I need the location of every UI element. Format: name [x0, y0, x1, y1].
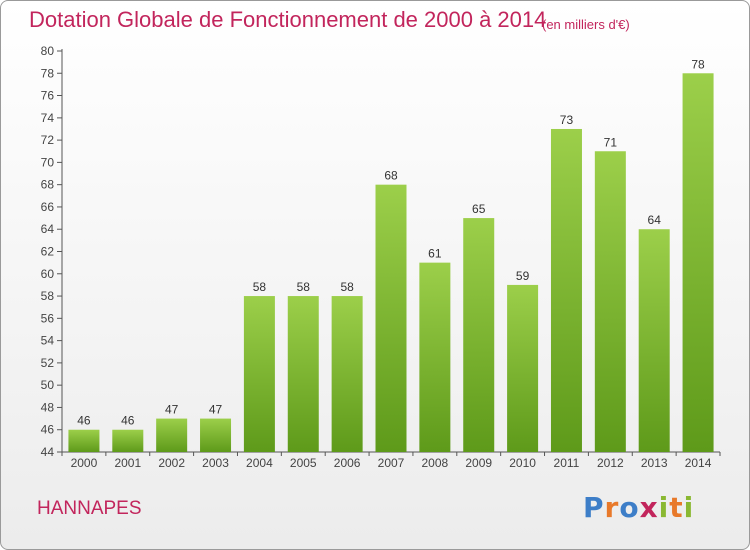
y-tick-label: 64: [41, 222, 55, 236]
bar-2011: [550, 128, 582, 452]
x-tick-label-2013: 2013: [641, 456, 668, 470]
bar-2009: [463, 218, 495, 452]
bar-2004: [243, 296, 275, 452]
chart-title: Dotation Globale de Fonctionnement de 20…: [29, 7, 547, 32]
y-tick-label: 56: [41, 311, 55, 325]
data-label-2008: 61: [428, 247, 442, 261]
data-label-2004: 58: [253, 280, 267, 294]
x-tick-label-2011: 2011: [554, 456, 580, 470]
y-tick-label: 46: [41, 423, 55, 437]
y-tick-label: 52: [41, 356, 55, 370]
bar-2001: [112, 429, 144, 452]
logo-letter: P: [583, 491, 605, 524]
logo-letter: o: [619, 491, 640, 524]
x-tick-label-2000: 2000: [71, 456, 98, 470]
x-tick-label-2008: 2008: [422, 456, 449, 470]
x-tick-label-2005: 2005: [290, 456, 317, 470]
y-tick-label: 58: [41, 289, 55, 303]
data-label-2012: 71: [604, 135, 618, 149]
y-tick-label: 62: [41, 245, 55, 259]
x-tick-label-2010: 2010: [509, 456, 536, 470]
y-tick-label: 76: [41, 89, 55, 103]
logo-letter: r: [604, 491, 620, 524]
y-tick-label: 48: [41, 400, 55, 414]
data-label-2000: 46: [77, 414, 91, 428]
bar-2012: [594, 151, 626, 452]
y-tick-label: 70: [41, 155, 55, 169]
data-label-2014: 78: [691, 57, 705, 71]
y-tick-label: 78: [41, 66, 55, 80]
y-tick-label: 44: [41, 445, 55, 459]
data-label-2002: 47: [165, 403, 179, 417]
y-tick-label: 72: [41, 133, 55, 147]
bar-2014: [682, 73, 714, 453]
data-label-2013: 64: [648, 213, 662, 227]
proxiti-logo[interactable]: Proxiti: [583, 491, 694, 524]
x-tick-label-2007: 2007: [378, 456, 405, 470]
logo-letter: t: [669, 491, 684, 524]
bar-2000: [68, 429, 100, 452]
y-tick-label: 50: [41, 378, 55, 392]
x-tick-label-2001: 2001: [114, 456, 141, 470]
data-label-2003: 47: [209, 403, 223, 417]
data-label-2006: 58: [340, 280, 354, 294]
data-label-2005: 58: [297, 280, 311, 294]
bar-2007: [375, 184, 407, 452]
bar-2005: [287, 296, 319, 452]
chart-subtitle: (en milliers d'€): [542, 17, 630, 32]
bar-2003: [200, 418, 232, 452]
y-tick-label: 80: [41, 44, 55, 58]
bar-2010: [507, 284, 539, 452]
y-tick-label: 60: [41, 267, 55, 281]
x-tick-label-2004: 2004: [246, 456, 273, 470]
x-tick-label-2003: 2003: [202, 456, 229, 470]
y-tick-label: 66: [41, 200, 55, 214]
x-tick-label-2012: 2012: [597, 456, 624, 470]
logo-letter: x: [639, 491, 659, 524]
x-tick-label-2006: 2006: [334, 456, 361, 470]
logo-letter: i: [658, 491, 670, 524]
data-label-2007: 68: [384, 169, 398, 183]
bar-2008: [419, 262, 451, 452]
x-tick-label-2009: 2009: [465, 456, 492, 470]
y-tick-label: 54: [41, 334, 55, 348]
y-tick-label: 68: [41, 178, 55, 192]
data-label-2010: 59: [516, 269, 530, 283]
data-label-2001: 46: [121, 414, 135, 428]
data-label-2011: 73: [560, 113, 574, 127]
x-tick-label-2014: 2014: [685, 456, 712, 470]
logo-letter: i: [683, 491, 695, 524]
bar-2002: [156, 418, 188, 452]
commune-name: HANNAPES: [37, 498, 142, 519]
bar-2006: [331, 296, 363, 452]
data-label-2009: 65: [472, 202, 486, 216]
y-tick-label: 74: [41, 111, 55, 125]
bar-2013: [638, 229, 670, 452]
x-tick-label-2002: 2002: [158, 456, 185, 470]
